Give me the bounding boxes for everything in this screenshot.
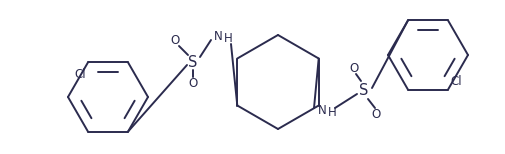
Text: O: O	[371, 107, 380, 120]
Text: O: O	[170, 34, 179, 47]
Text: O: O	[188, 77, 197, 89]
Text: S: S	[188, 55, 197, 69]
Text: Cl: Cl	[74, 68, 86, 81]
Text: O: O	[348, 61, 358, 75]
Text: H: H	[327, 105, 336, 118]
Text: S: S	[359, 83, 368, 97]
Text: H: H	[223, 32, 232, 45]
Text: Cl: Cl	[449, 75, 461, 88]
Text: N: N	[213, 30, 222, 43]
Text: N: N	[317, 103, 326, 116]
